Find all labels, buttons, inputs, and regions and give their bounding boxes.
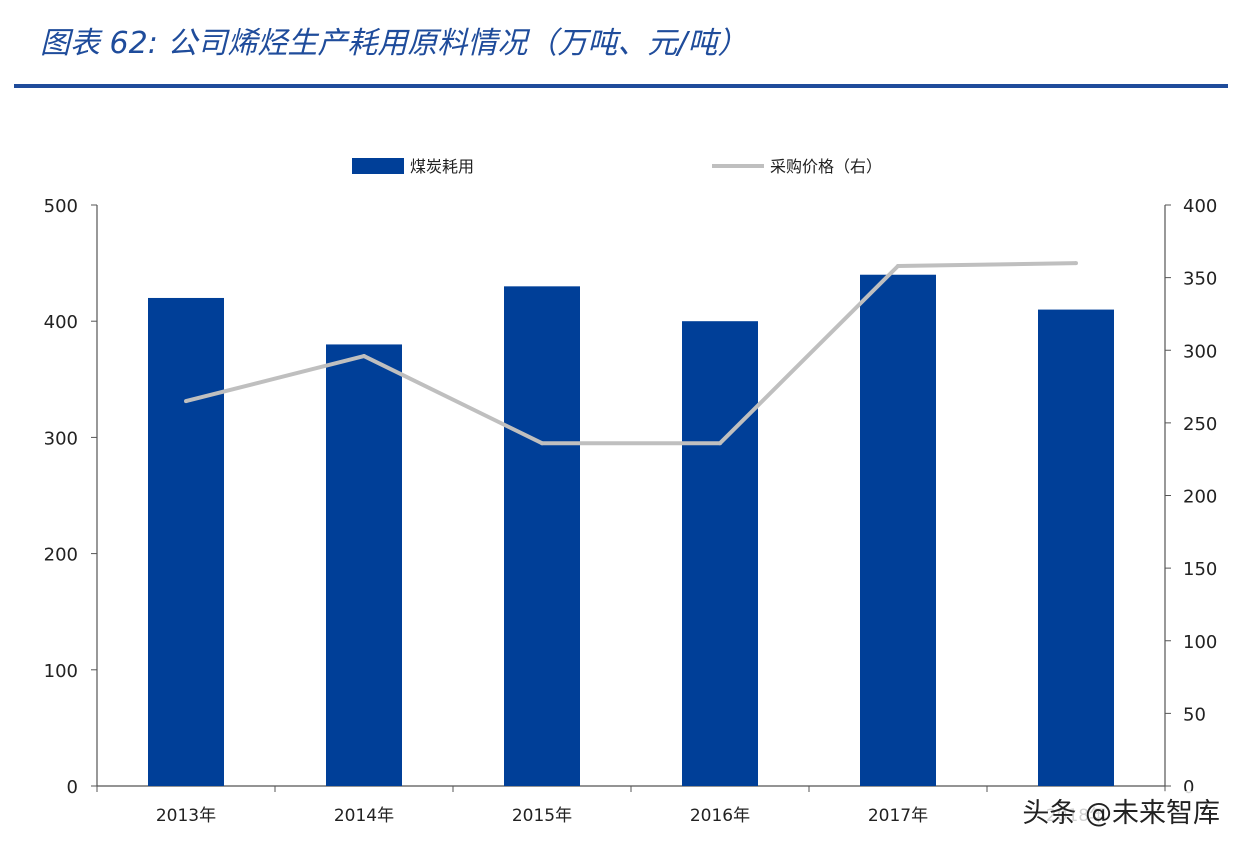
y-right-tick-label: 100 xyxy=(1183,632,1217,653)
y-left-tick-label: 400 xyxy=(44,312,78,333)
y-left-tick-label: 500 xyxy=(44,196,78,217)
price-point-2015年 xyxy=(540,441,544,446)
x-tick-label: 2015年 xyxy=(512,806,572,826)
x-tick-label: 2017年 xyxy=(868,806,928,826)
y-right-tick-label: 400 xyxy=(1183,196,1217,217)
bar-2018年 xyxy=(1038,309,1114,786)
chart-title: 图表 62: 公司烯烃生产耗用原料情况（万吨、元/吨） xyxy=(40,26,748,61)
price-point-2017年 xyxy=(896,264,900,269)
title-divider xyxy=(14,84,1228,88)
x-tick-label: 2016年 xyxy=(690,806,750,826)
price-point-2018年 xyxy=(1074,261,1078,266)
price-point-2016年 xyxy=(718,441,722,446)
y-left-tick-label: 300 xyxy=(44,428,78,449)
y-right-tick-label: 250 xyxy=(1183,414,1217,435)
y-right-tick-label: 300 xyxy=(1183,341,1217,362)
bar-2013年 xyxy=(148,297,224,786)
price-line xyxy=(185,261,1077,446)
legend: 煤炭耗用 采购价格（右） xyxy=(352,157,882,176)
price-point-2014年 xyxy=(362,354,366,359)
y-right-tick-label: 350 xyxy=(1183,269,1217,290)
y-right-tick-label: 50 xyxy=(1183,704,1206,725)
y-left-tick-label: 100 xyxy=(44,661,78,682)
line-series xyxy=(184,261,1078,446)
bar-2014年 xyxy=(326,344,402,786)
legend-label-bar: 煤炭耗用 xyxy=(410,157,474,176)
y-right-tick-label: 200 xyxy=(1183,487,1217,508)
bar-2017年 xyxy=(860,274,936,786)
y-right-tick-label: 150 xyxy=(1183,559,1217,580)
x-tick-label: 2013年 xyxy=(156,806,216,826)
legend-label-line: 采购价格（右） xyxy=(770,157,882,176)
bar-2016年 xyxy=(682,321,758,786)
x-tick-label: 2014年 xyxy=(334,806,394,826)
y-left-tick-label: 0 xyxy=(67,777,78,798)
legend-swatch-bar xyxy=(352,158,404,174)
bar-series xyxy=(148,274,1114,786)
bar-2015年 xyxy=(504,286,580,786)
y-left-tick-label: 200 xyxy=(44,545,78,566)
price-point-2013年 xyxy=(184,399,188,404)
watermark: 头条 @未来智库 xyxy=(1018,791,1224,830)
y-right-tick-label: 0 xyxy=(1183,777,1194,798)
